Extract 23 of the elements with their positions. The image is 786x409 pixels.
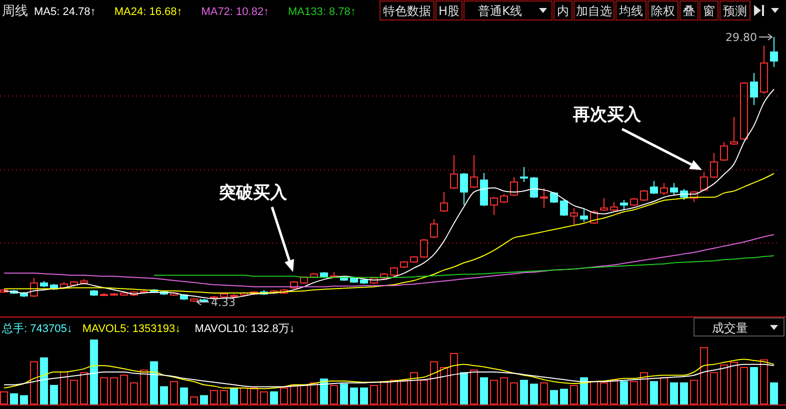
text: 加自选 (576, 4, 612, 18)
text: 特色数据 (383, 4, 431, 18)
annotation: 29.80 (726, 31, 757, 44)
text: 普通K线 (478, 4, 522, 18)
text: 除权 (651, 4, 675, 18)
text: 均线 (618, 4, 643, 18)
annotation: 4.33 (211, 296, 236, 309)
annotation: 再次买入 (572, 105, 642, 125)
text: 预测 (723, 4, 747, 18)
text: MA133: 8.78↑ (288, 6, 356, 18)
text: 内 (557, 4, 569, 18)
chart-title: 周线 (2, 4, 28, 19)
annotation: 突破买入 (218, 183, 288, 203)
text: 窗 (703, 4, 715, 18)
text: H股 (438, 4, 460, 18)
series-label: 总手: 743705↓ (1, 322, 72, 335)
text: MA24: 16.68↑ (114, 6, 182, 18)
text: MAVOL5: 1353193↓ (82, 323, 181, 335)
text: MA72: 10.82↑ (201, 6, 270, 18)
text: 成交量 (712, 321, 748, 335)
text: MA5: 24.78↑ (34, 6, 96, 18)
text: MAVOL10: 132.8万↓ (194, 323, 295, 335)
text: 叠 (683, 4, 695, 18)
